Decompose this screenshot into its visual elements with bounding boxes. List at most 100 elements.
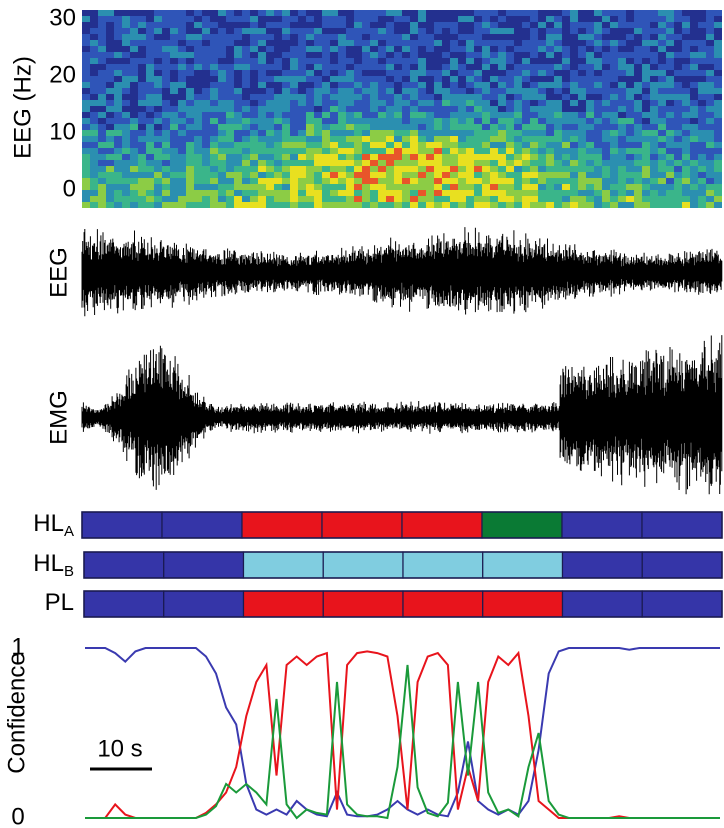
- spectrogram-cell: [162, 64, 170, 70]
- spectrogram-cell: [514, 178, 522, 184]
- spectrogram-cell: [482, 178, 490, 184]
- spectrogram-cell: [234, 166, 242, 172]
- spectrogram-cell: [378, 34, 386, 40]
- spectrogram-cell: [618, 94, 626, 100]
- spectrogram-cell: [202, 70, 210, 76]
- spectrogram-cell: [602, 64, 610, 70]
- spectrogram-cell: [450, 136, 458, 142]
- spectrogram-cell: [458, 10, 466, 16]
- hypnogram-frame: [81, 511, 723, 539]
- spectrogram-cell: [466, 70, 474, 76]
- spectrogram-cell: [138, 184, 146, 190]
- spectrogram-cell: [362, 118, 370, 124]
- spectrogram-cell: [442, 34, 450, 40]
- spectrogram-cell: [650, 70, 658, 76]
- spectrogram-cell: [162, 10, 170, 16]
- spectrogram-cell: [554, 22, 562, 28]
- spectrogram-cell: [618, 178, 626, 184]
- spectrogram-cell: [658, 28, 666, 34]
- spectrogram-cell: [538, 40, 546, 46]
- spectrogram-cell: [674, 28, 682, 34]
- spectrogram-cell: [386, 160, 394, 166]
- spectrogram-cell: [458, 148, 466, 154]
- spectrogram-cell: [514, 34, 522, 40]
- spectrogram-cell: [362, 10, 370, 16]
- spectrogram-cell: [346, 178, 354, 184]
- spectrogram-cell: [426, 64, 434, 70]
- spectrogram-cell: [298, 22, 306, 28]
- spectrogram-cell: [314, 190, 322, 196]
- spectrogram-cell: [162, 136, 170, 142]
- spectrogram-cell: [626, 202, 634, 208]
- spectrogram: [82, 10, 722, 208]
- spectrogram-cell: [498, 142, 506, 148]
- spectrogram-cell: [242, 34, 250, 40]
- spectrogram-cell: [610, 202, 618, 208]
- spectrogram-cell: [450, 70, 458, 76]
- spectrogram-cell: [250, 34, 258, 40]
- spectrogram-cell: [442, 64, 450, 70]
- spectrogram-cell: [658, 10, 666, 16]
- spectrogram-cell: [714, 136, 722, 142]
- row-label-main: HL: [33, 550, 64, 577]
- spectrogram-cell: [594, 10, 602, 16]
- spectrogram-cell: [514, 52, 522, 58]
- spectrogram-cell: [674, 184, 682, 190]
- spectrogram-cell: [258, 70, 266, 76]
- spectrogram-cell: [170, 160, 178, 166]
- spectrogram-cell: [538, 184, 546, 190]
- spectrogram-cell: [618, 28, 626, 34]
- spectrogram-cell: [610, 130, 618, 136]
- spectrogram-cell: [154, 64, 162, 70]
- spectrogram-cell: [666, 46, 674, 52]
- spectrogram-cell: [642, 136, 650, 142]
- spectrogram-cell: [458, 196, 466, 202]
- spectrogram-cell: [570, 202, 578, 208]
- spectrogram-cell: [706, 106, 714, 112]
- spectrogram-cell: [554, 166, 562, 172]
- spectrogram-cell: [314, 136, 322, 142]
- spectrogram-cell: [242, 202, 250, 208]
- spectrogram-cell: [146, 160, 154, 166]
- spectrogram-cell: [674, 202, 682, 208]
- spectrogram-cell: [362, 22, 370, 28]
- spectrogram-cell: [426, 76, 434, 82]
- spectrogram-cell: [346, 112, 354, 118]
- spectrogram-cell: [586, 160, 594, 166]
- spectrogram-cell: [242, 154, 250, 160]
- spectrogram-cell: [586, 148, 594, 154]
- spectrogram-cell: [274, 190, 282, 196]
- spectrogram-cell: [522, 196, 530, 202]
- spectrogram-cell: [194, 52, 202, 58]
- spectrogram-cell: [90, 28, 98, 34]
- spectrogram-cell: [498, 22, 506, 28]
- spectrogram-cell: [290, 172, 298, 178]
- spectrogram-cell: [298, 184, 306, 190]
- spectrogram-cell: [650, 130, 658, 136]
- spectrogram-cell: [370, 88, 378, 94]
- spectrogram-cell: [562, 172, 570, 178]
- spectrogram-cell: [490, 94, 498, 100]
- spectrogram-cell: [514, 22, 522, 28]
- spectrogram-cell: [402, 46, 410, 52]
- spectrogram-cell: [642, 202, 650, 208]
- spectrogram-cell: [218, 160, 226, 166]
- spectrogram-cell: [306, 22, 314, 28]
- spectrogram-cell: [194, 154, 202, 160]
- spectrogram-cell: [370, 178, 378, 184]
- spectrogram-cell: [194, 178, 202, 184]
- spectrogram-cell: [130, 34, 138, 40]
- spectrogram-cell: [274, 52, 282, 58]
- spectrogram-cell: [474, 70, 482, 76]
- spectrogram-cell: [442, 58, 450, 64]
- spectrogram-cell: [562, 58, 570, 64]
- spectrogram-cell: [602, 28, 610, 34]
- spectrogram-cell: [650, 184, 658, 190]
- spectrogram-cell: [650, 64, 658, 70]
- spectrogram-cell: [706, 82, 714, 88]
- spectrogram-cell: [714, 100, 722, 106]
- spectrogram-cell: [130, 64, 138, 70]
- spectrogram-cell: [410, 106, 418, 112]
- spectrogram-cell: [458, 166, 466, 172]
- spectrogram-cell: [90, 190, 98, 196]
